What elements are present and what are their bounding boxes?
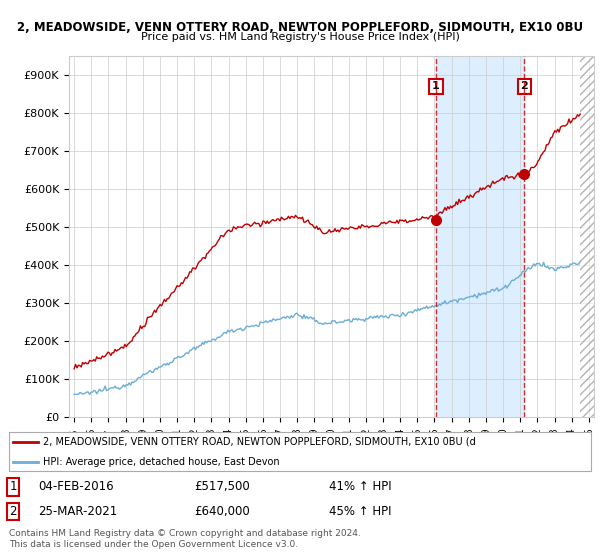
Text: 2: 2 (10, 505, 17, 518)
FancyBboxPatch shape (9, 432, 591, 472)
Text: Price paid vs. HM Land Registry's House Price Index (HPI): Price paid vs. HM Land Registry's House … (140, 32, 460, 43)
Text: 25-MAR-2021: 25-MAR-2021 (38, 505, 118, 518)
Text: £517,500: £517,500 (194, 480, 250, 493)
Text: Contains HM Land Registry data © Crown copyright and database right 2024.
This d: Contains HM Land Registry data © Crown c… (9, 529, 361, 549)
Text: 2, MEADOWSIDE, VENN OTTERY ROAD, NEWTON POPPLEFORD, SIDMOUTH, EX10 0BU: 2, MEADOWSIDE, VENN OTTERY ROAD, NEWTON … (17, 21, 583, 34)
Text: 41% ↑ HPI: 41% ↑ HPI (329, 480, 392, 493)
Text: HPI: Average price, detached house, East Devon: HPI: Average price, detached house, East… (43, 456, 280, 466)
Bar (580, 56, 594, 417)
Text: 2: 2 (520, 81, 528, 91)
Text: 45% ↑ HPI: 45% ↑ HPI (329, 505, 392, 518)
Text: £640,000: £640,000 (194, 505, 250, 518)
Text: 2, MEADOWSIDE, VENN OTTERY ROAD, NEWTON POPPLEFORD, SIDMOUTH, EX10 0BU (d: 2, MEADOWSIDE, VENN OTTERY ROAD, NEWTON … (43, 437, 476, 447)
Text: 1: 1 (10, 480, 17, 493)
Text: 04-FEB-2016: 04-FEB-2016 (38, 480, 114, 493)
Text: 1: 1 (432, 81, 440, 91)
Bar (436, 56, 524, 417)
